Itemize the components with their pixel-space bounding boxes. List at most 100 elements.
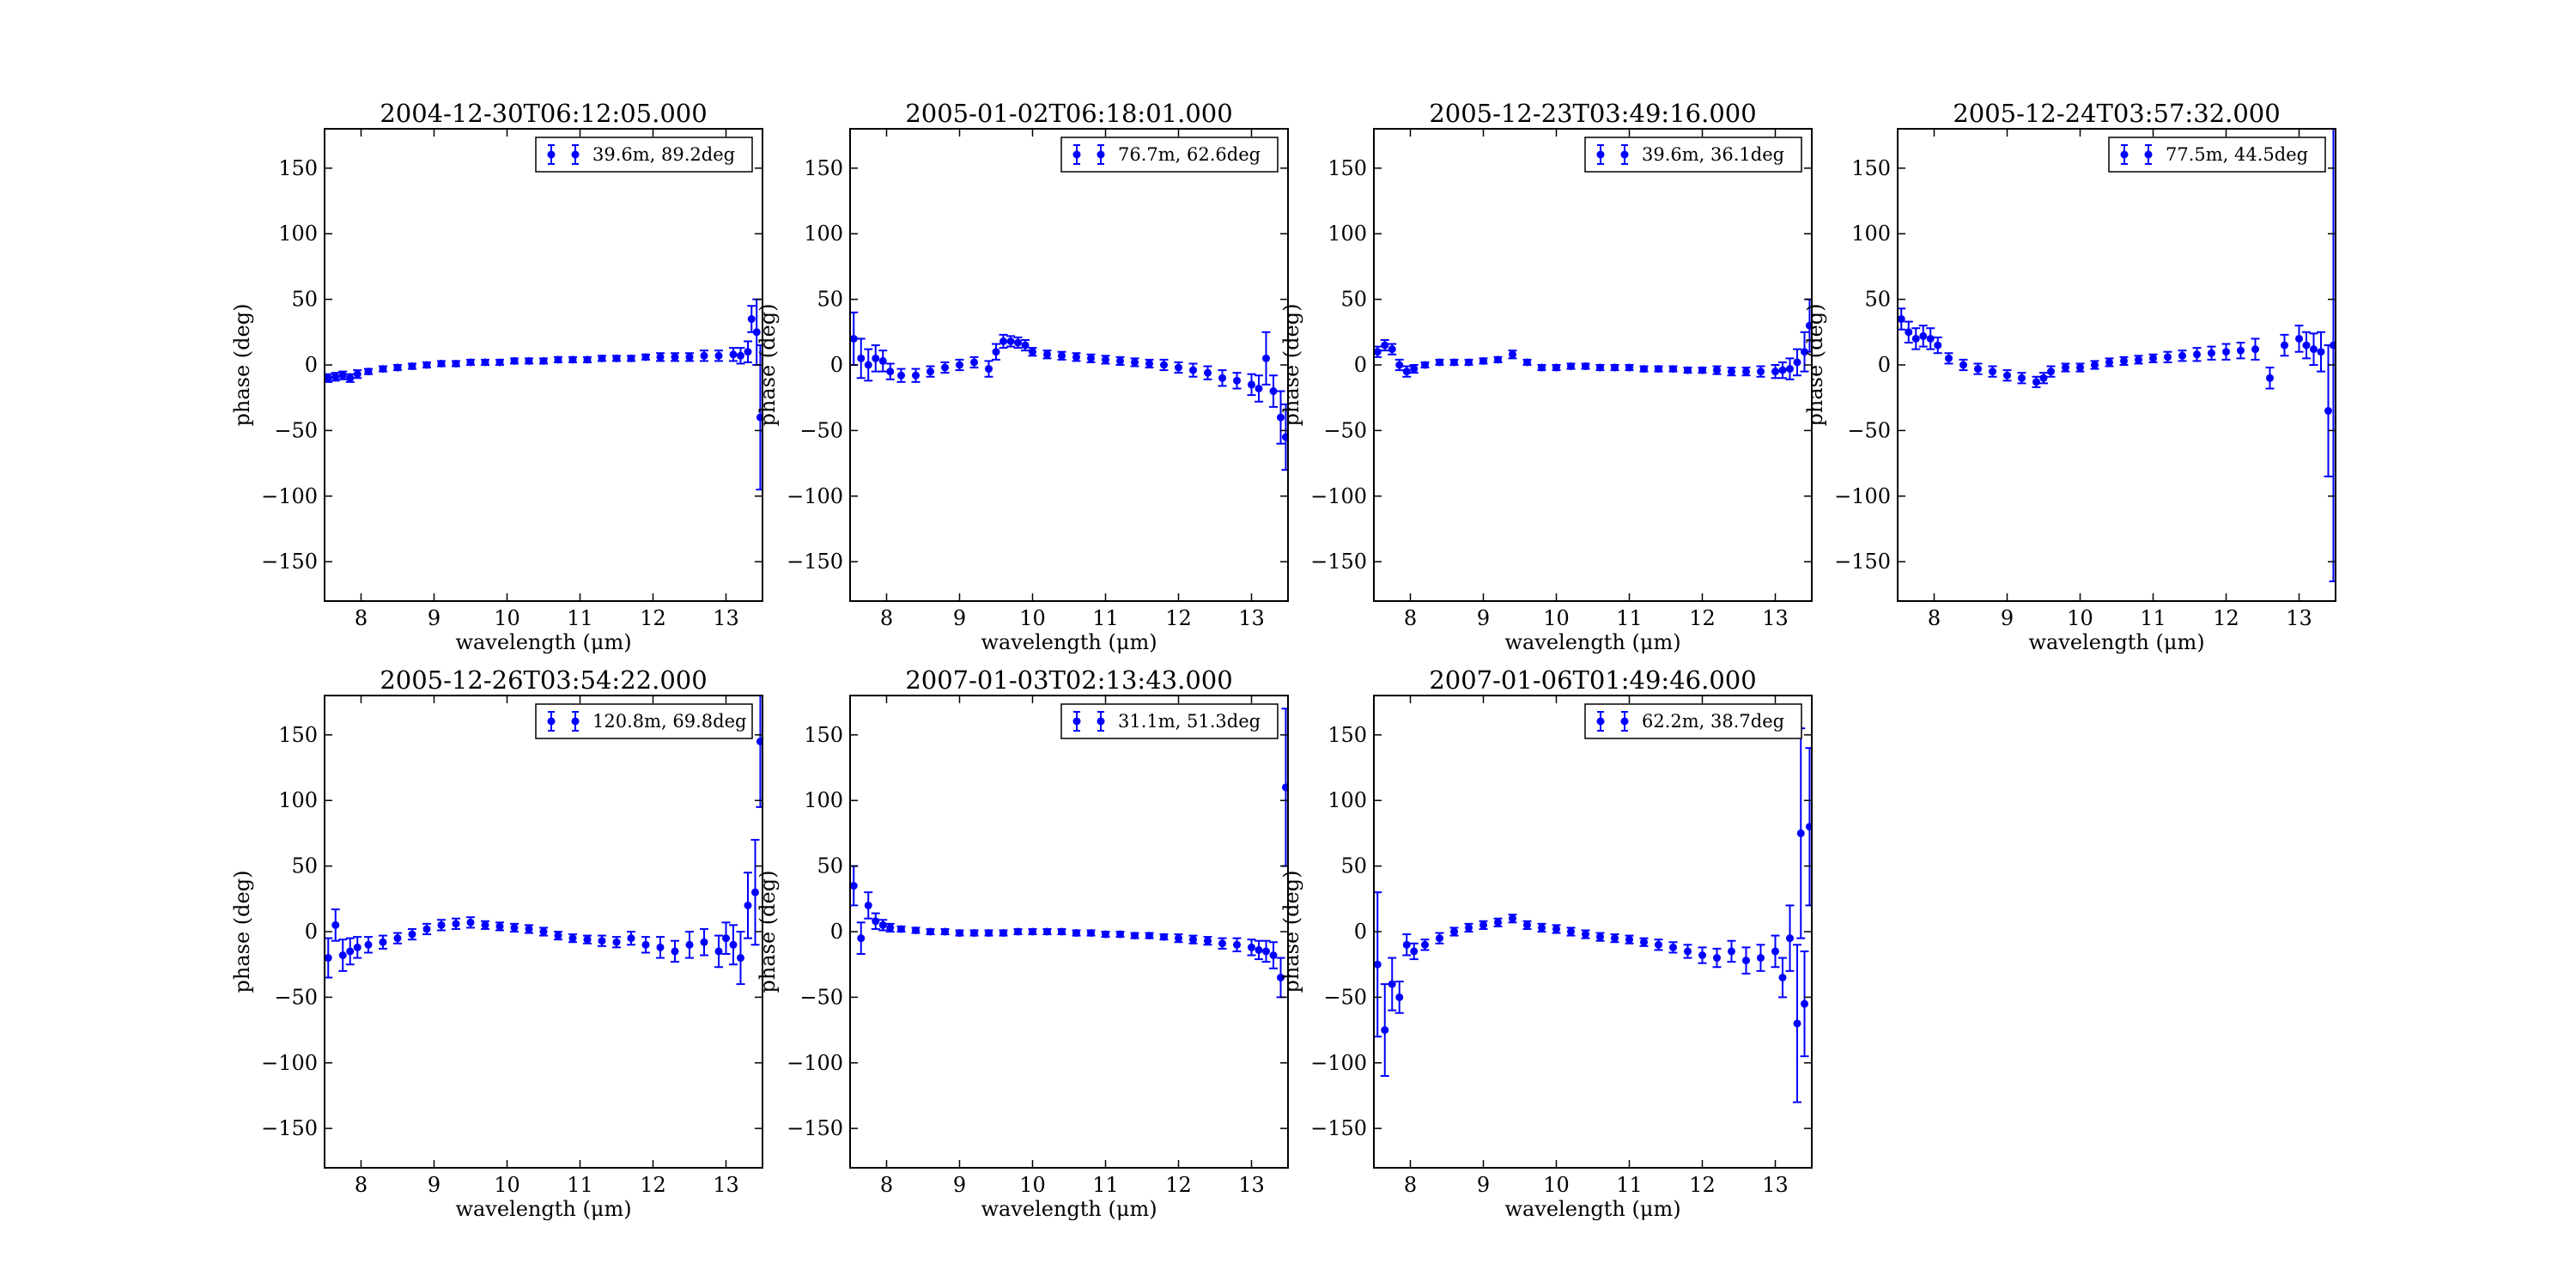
x-tick-label: 9 — [953, 1173, 966, 1197]
x-tick-label: 9 — [2001, 606, 2014, 630]
x-tick-label: 11 — [1092, 606, 1119, 630]
y-tick-label: 150 — [278, 156, 318, 180]
x-tick-label: 8 — [1928, 606, 1941, 630]
data-point — [1145, 932, 1153, 940]
x-tick-label: 8 — [880, 1173, 893, 1197]
x-tick-label: 13 — [1238, 1173, 1265, 1197]
data-point — [970, 358, 978, 367]
data-point — [1248, 943, 1255, 951]
data-point — [1381, 341, 1389, 349]
y-axis-label: phase (deg) — [756, 871, 780, 993]
data-point — [1395, 993, 1404, 1001]
data-point — [1793, 1019, 1801, 1028]
x-tick-label: 12 — [640, 606, 666, 630]
data-point — [1175, 363, 1182, 372]
data-point — [1669, 943, 1677, 951]
data-point — [2135, 355, 2142, 364]
data-point — [1494, 918, 1502, 927]
data-point — [1421, 940, 1429, 949]
axes-frame — [1373, 695, 1813, 1169]
data-point — [1778, 973, 1787, 981]
data-point — [897, 371, 905, 380]
data-point — [346, 947, 355, 956]
data-point — [2281, 341, 2288, 349]
series-7 — [1374, 727, 1812, 1103]
subplot-1: 2004-12-30T06:12:05.000 8 9 10 11 12 13 −150 −10… — [230, 99, 763, 654]
data-point — [1786, 365, 1794, 374]
y-tick-label: 100 — [804, 222, 843, 246]
legend: 76.7m, 62.6deg — [1060, 137, 1279, 173]
data-point — [1269, 951, 1278, 959]
y-tick-label: 50 — [817, 288, 843, 312]
y-tick-label: 0 — [305, 920, 318, 944]
legend-label: 31.1m, 51.3deg — [1118, 711, 1261, 732]
data-point — [872, 917, 880, 926]
x-tick-label: 10 — [1543, 606, 1570, 630]
y-axis-label: phase (deg) — [1279, 871, 1303, 993]
y-tick-label: −50 — [274, 418, 318, 442]
data-point — [325, 954, 332, 963]
x-axis-label: wavelength (μm) — [981, 1197, 1157, 1221]
data-point — [656, 943, 665, 951]
y-tick-label: 150 — [1327, 723, 1367, 747]
data-point — [927, 927, 934, 936]
data-point — [1262, 354, 1270, 362]
x-tick-label: 12 — [1689, 606, 1716, 630]
data-point — [466, 358, 475, 367]
data-point — [1255, 945, 1263, 954]
y-tick-label: 50 — [1340, 288, 1367, 312]
legend-marker-point — [2144, 150, 2153, 159]
data-point — [1742, 368, 1750, 376]
y-tick-label: 0 — [1878, 353, 1891, 377]
data-point — [1374, 348, 1382, 356]
data-point — [857, 934, 866, 943]
legend: 39.6m, 36.1deg — [1584, 137, 1802, 173]
data-point — [1538, 923, 1546, 932]
data-point — [1523, 920, 1531, 929]
x-axis-label: wavelength (μm) — [1504, 1197, 1680, 1221]
y-axis-label: phase (deg) — [756, 304, 780, 427]
x-tick-label: 12 — [1165, 1173, 1192, 1197]
data-point — [2018, 374, 2026, 382]
data-point — [2208, 349, 2215, 357]
data-point — [1402, 368, 1411, 376]
legend-marker-point — [547, 150, 556, 159]
data-point — [878, 356, 887, 365]
subplot-4: 2005-12-24T03:57:32.000 8 9 10 11 12 13 −150 −10… — [1803, 99, 2336, 654]
data-point — [539, 356, 548, 365]
data-point — [1072, 353, 1080, 361]
data-point — [2266, 374, 2274, 382]
data-point — [2324, 406, 2332, 415]
y-tick-label: 100 — [804, 788, 843, 812]
data-point — [985, 365, 993, 374]
data-point — [1450, 927, 1458, 936]
data-point — [1233, 940, 1241, 949]
data-point — [1116, 930, 1124, 939]
subplot-title: 2005-12-23T03:49:16.000 — [1429, 99, 1756, 128]
data-point — [751, 888, 759, 896]
x-axis-label: wavelength (μm) — [1504, 630, 1680, 654]
data-point — [700, 351, 708, 360]
x-tick-label: 8 — [1404, 1173, 1417, 1197]
x-tick-label: 11 — [1616, 606, 1643, 630]
data-point — [1786, 934, 1794, 943]
legend-label: 76.7m, 62.6deg — [1118, 144, 1261, 165]
series-6 — [850, 708, 1288, 999]
data-point — [1388, 345, 1396, 354]
data-point — [671, 947, 679, 956]
y-axis-label: phase (deg) — [230, 871, 254, 993]
y-tick-label: 50 — [1340, 854, 1367, 878]
data-point — [353, 370, 361, 379]
data-point — [1611, 363, 1619, 372]
data-point — [1757, 368, 1765, 376]
data-point — [1395, 361, 1404, 369]
data-point — [481, 358, 489, 367]
data-point — [1262, 947, 1270, 956]
subplot-title: 2004-12-30T06:12:05.000 — [380, 99, 707, 128]
legend-label: 39.6m, 36.1deg — [1642, 144, 1784, 165]
x-tick-label: 10 — [494, 1173, 520, 1197]
x-tick-label: 11 — [567, 1173, 593, 1197]
data-point — [510, 923, 519, 932]
y-tick-label: −100 — [1310, 484, 1367, 508]
